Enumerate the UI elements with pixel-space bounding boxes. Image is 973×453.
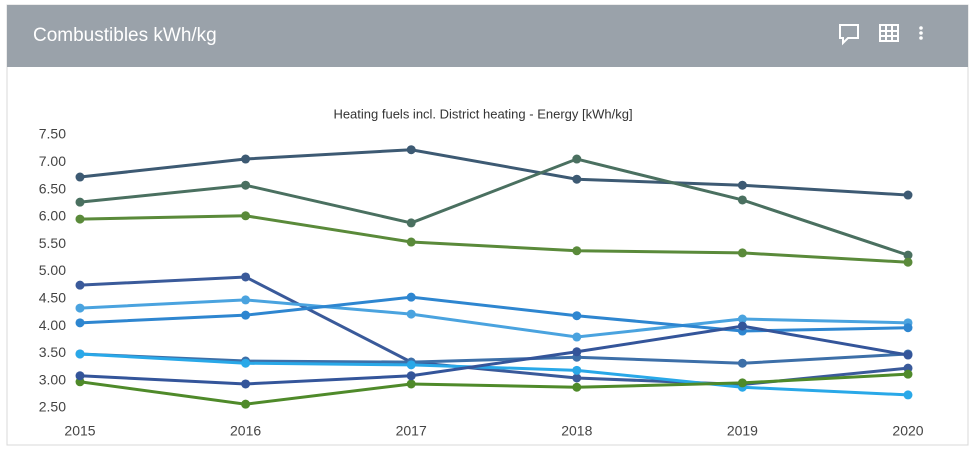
header-title: Combustibles kWh/kg <box>33 25 217 46</box>
series-line <box>79 352 909 397</box>
x-tick-label: 2020 <box>892 423 923 439</box>
data-point <box>572 332 582 342</box>
series-line <box>79 352 909 365</box>
x-tick-label: 2017 <box>396 423 427 439</box>
data-point <box>241 358 251 368</box>
data-point <box>572 246 582 256</box>
data-point <box>572 311 582 321</box>
y-tick-label: 4.00 <box>39 317 66 333</box>
data-point <box>75 303 85 313</box>
data-point <box>406 309 416 319</box>
data-point <box>75 280 85 290</box>
data-point <box>241 399 251 409</box>
data-point <box>572 154 582 164</box>
series-line <box>79 324 909 386</box>
data-point <box>903 250 913 260</box>
chart-title: Heating fuels incl. District heating - E… <box>333 106 632 121</box>
y-tick-label: 2.50 <box>39 399 66 415</box>
y-tick-label: 5.50 <box>39 235 66 251</box>
x-tick-label: 2019 <box>727 423 758 439</box>
data-point <box>75 371 85 381</box>
y-tick-label: 7.50 <box>39 126 66 142</box>
data-point <box>241 154 251 164</box>
card-header <box>7 5 968 67</box>
series-line <box>79 214 909 264</box>
data-point <box>241 180 251 190</box>
y-tick-label: 3.00 <box>39 371 66 387</box>
data-point <box>737 195 747 205</box>
y-tick-label: 5.00 <box>39 262 66 278</box>
data-point <box>903 369 913 379</box>
data-point <box>737 321 747 331</box>
data-point <box>903 190 913 200</box>
data-point <box>737 180 747 190</box>
y-tick-label: 3.50 <box>39 344 66 360</box>
series-line <box>79 298 909 339</box>
data-point <box>406 379 416 389</box>
data-point <box>903 390 913 400</box>
x-tick-label: 2018 <box>561 423 592 439</box>
data-point <box>75 318 85 328</box>
data-point <box>572 174 582 184</box>
series-line <box>79 157 909 257</box>
y-tick-label: 7.00 <box>39 153 66 169</box>
data-point <box>737 248 747 258</box>
data-point <box>572 373 582 383</box>
x-tick-label: 2015 <box>64 423 95 439</box>
data-point <box>406 360 416 370</box>
data-point <box>903 257 913 267</box>
data-point <box>572 347 582 357</box>
data-point <box>406 237 416 247</box>
data-point <box>241 272 251 282</box>
y-tick-label: 4.50 <box>39 290 66 306</box>
series-line <box>79 148 909 197</box>
data-point <box>241 310 251 320</box>
comment-icon[interactable] <box>839 24 859 46</box>
card <box>6 4 969 446</box>
data-point <box>241 211 251 221</box>
series-line <box>79 372 909 406</box>
data-point <box>737 314 747 324</box>
data-point <box>406 218 416 228</box>
data-point <box>737 378 747 388</box>
data-point <box>75 349 85 359</box>
data-point <box>903 350 913 360</box>
data-point <box>75 197 85 207</box>
data-point <box>241 379 251 389</box>
data-point <box>572 382 582 392</box>
data-point <box>241 295 251 305</box>
y-tick-label: 6.00 <box>39 208 66 224</box>
data-point <box>75 214 85 224</box>
data-point <box>903 323 913 333</box>
data-point <box>406 371 416 381</box>
data-point <box>406 145 416 155</box>
data-point <box>572 365 582 375</box>
x-tick-label: 2016 <box>230 423 261 439</box>
data-point <box>406 292 416 302</box>
y-tick-label: 6.50 <box>39 180 66 196</box>
data-point <box>75 172 85 182</box>
data-point <box>737 358 747 368</box>
menu-icon[interactable] <box>919 26 923 40</box>
table-icon[interactable] <box>879 24 899 42</box>
